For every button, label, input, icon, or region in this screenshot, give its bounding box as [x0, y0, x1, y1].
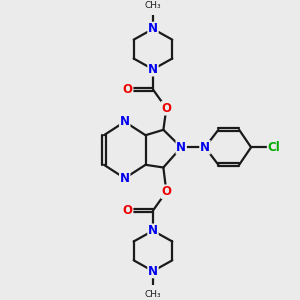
Text: N: N — [120, 115, 130, 128]
Text: O: O — [123, 83, 133, 96]
Text: N: N — [148, 265, 158, 278]
Text: N: N — [176, 141, 186, 154]
Text: N: N — [200, 141, 210, 154]
Text: N: N — [148, 63, 158, 76]
Text: CH₃: CH₃ — [145, 290, 161, 299]
Text: O: O — [161, 185, 171, 198]
Text: N: N — [120, 172, 130, 185]
Text: N: N — [148, 22, 158, 35]
Text: N: N — [148, 224, 158, 237]
Text: CH₃: CH₃ — [145, 1, 161, 10]
Text: O: O — [161, 102, 171, 115]
Text: Cl: Cl — [268, 141, 280, 154]
Text: O: O — [123, 204, 133, 217]
